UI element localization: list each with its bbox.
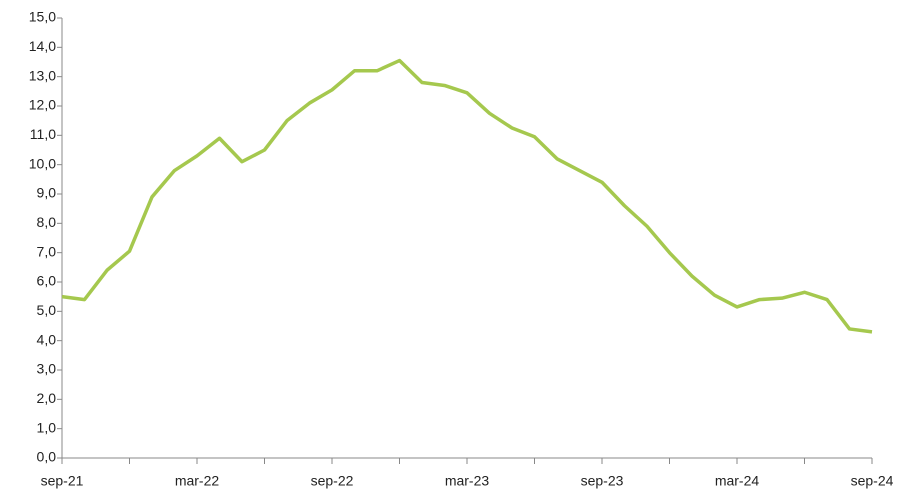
y-tick-label: 1,0 [37,419,57,435]
y-tick-label: 10,0 [29,155,56,171]
y-tick-label: 4,0 [37,331,57,347]
x-tick-label: mar-23 [445,473,490,489]
x-tick-label: sep-23 [581,473,624,489]
y-tick-label: 8,0 [37,214,57,230]
y-tick-label: 15,0 [29,9,56,25]
y-tick-label: 6,0 [37,273,57,289]
y-tick-label: 13,0 [29,67,56,83]
y-tick-label: 14,0 [29,38,56,54]
x-tick-label: sep-24 [851,473,894,489]
x-tick-label: sep-22 [311,473,354,489]
y-tick-label: 7,0 [37,243,57,259]
y-tick-label: 9,0 [37,185,57,201]
x-tick-label: sep-21 [41,473,84,489]
y-tick-label: 0,0 [37,449,57,465]
y-tick-label: 2,0 [37,390,57,406]
y-tick-label: 3,0 [37,361,57,377]
x-tick-label: mar-24 [715,473,760,489]
y-tick-label: 12,0 [29,97,56,113]
y-tick-label: 11,0 [30,126,56,142]
y-tick-label: 5,0 [37,302,57,318]
line-series [61,58,873,334]
x-tick-label: mar-22 [175,473,220,489]
